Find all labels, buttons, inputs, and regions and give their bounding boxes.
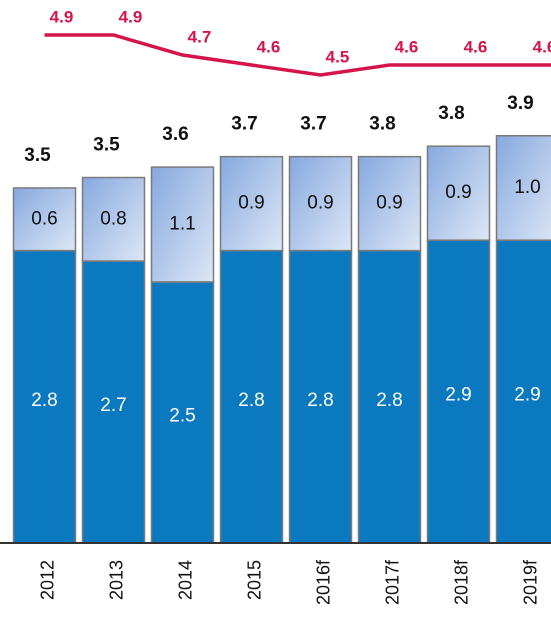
value-label: 2.7 <box>100 395 126 416</box>
line-label: 4.9 <box>50 7 74 26</box>
bar-segment <box>150 166 215 283</box>
bar-segment <box>495 135 551 241</box>
total-label: 3.9 <box>507 93 533 114</box>
total-label: 3.8 <box>438 103 464 124</box>
value-label: 2.9 <box>514 385 540 406</box>
line-label: 4.6 <box>533 37 551 56</box>
total-label: 3.7 <box>231 114 257 135</box>
value-label: 2.8 <box>31 390 57 411</box>
line-label: 4.6 <box>464 37 488 56</box>
total-label: 3.5 <box>93 135 120 156</box>
x-tick-label: 2012 <box>37 560 57 600</box>
value-label: 0.9 <box>376 193 402 214</box>
value-label: 2.5 <box>169 405 195 426</box>
bar-segment <box>357 155 422 252</box>
value-label: 1.1 <box>169 214 195 235</box>
bar-segment <box>426 145 491 241</box>
bar-segment <box>81 176 146 262</box>
value-label: 2.9 <box>445 385 471 406</box>
value-label: 0.8 <box>100 208 126 229</box>
total-label: 3.5 <box>24 145 51 166</box>
x-tick-label: 2014 <box>175 560 195 600</box>
value-label: 0.6 <box>31 208 57 229</box>
value-label: 1.0 <box>514 177 540 198</box>
bar-segment <box>357 249 422 544</box>
line-label: 4.6 <box>395 37 419 56</box>
value-label: 2.8 <box>238 390 264 411</box>
line-label: 4.5 <box>326 47 350 66</box>
x-tick-label: 2016f <box>313 559 333 605</box>
bar-segment <box>12 249 77 544</box>
total-label: 3.6 <box>162 124 188 145</box>
bar-segment <box>219 155 284 252</box>
bar-segment <box>12 187 77 252</box>
value-label: 0.9 <box>445 182 471 203</box>
line-label: 4.6 <box>257 37 281 56</box>
value-label: 2.8 <box>307 390 333 411</box>
value-label: 0.9 <box>307 193 333 214</box>
x-tick-label: 2018f <box>451 559 471 605</box>
total-label: 3.7 <box>300 114 326 135</box>
x-tick-label: 2017f <box>382 559 402 605</box>
line-label: 4.7 <box>188 27 212 46</box>
value-label: 0.9 <box>238 193 264 214</box>
total-label: 3.8 <box>369 114 395 135</box>
bar-segment <box>288 155 353 252</box>
x-tick-label: 2019f <box>520 559 540 605</box>
line-label: 4.9 <box>119 7 143 26</box>
x-tick-label: 2013 <box>106 560 126 600</box>
value-label: 2.8 <box>376 390 402 411</box>
x-tick-label: 2015 <box>244 560 264 600</box>
line <box>44 33 551 77</box>
